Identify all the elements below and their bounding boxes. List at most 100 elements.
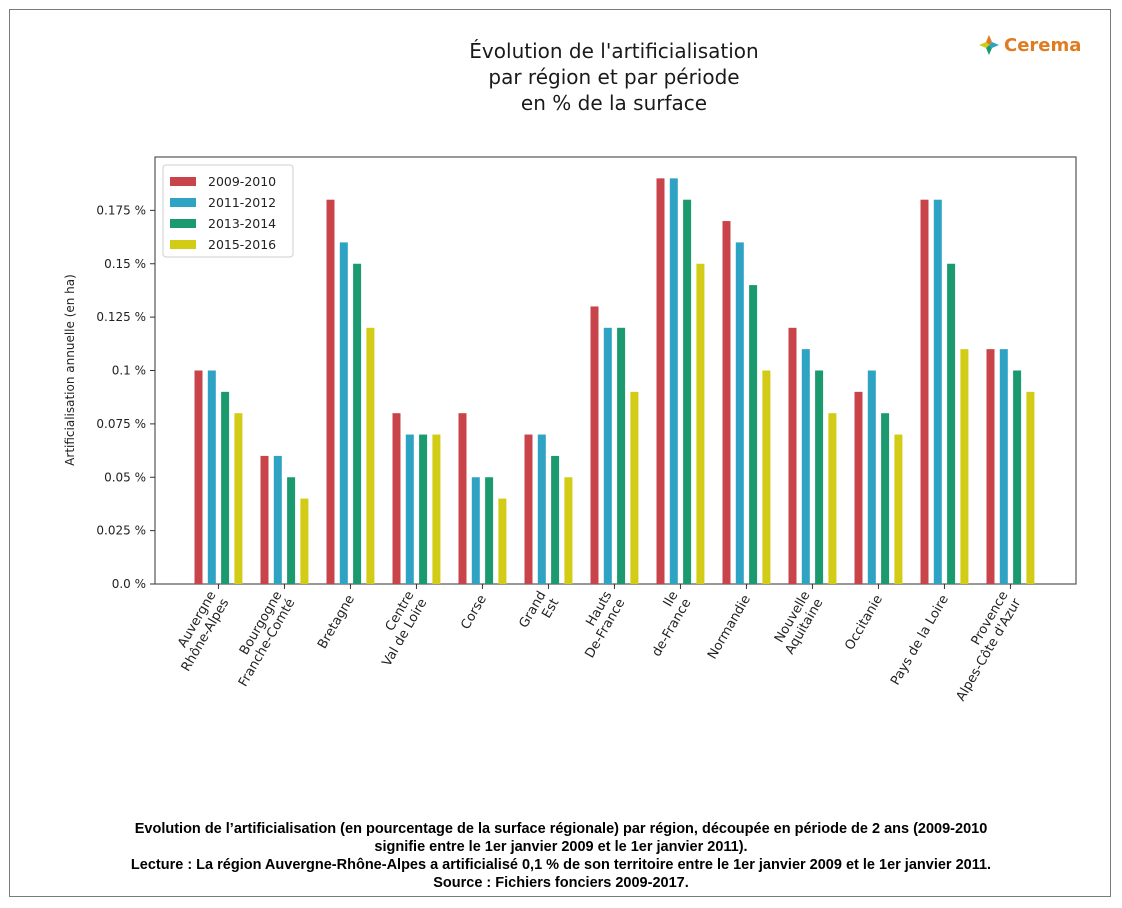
bar-2015-2016-5 bbox=[564, 477, 573, 584]
bar-2009-2010-6 bbox=[590, 306, 599, 584]
legend-swatch-2011-2012 bbox=[170, 198, 196, 207]
bar-2009-2010-3 bbox=[392, 413, 401, 584]
bar-2013-2014-9 bbox=[815, 370, 824, 584]
bar-2011-2012-2 bbox=[339, 242, 348, 584]
bar-2009-2010-7 bbox=[656, 178, 665, 584]
bar-2013-2014-6 bbox=[617, 327, 626, 584]
bar-2013-2014-3 bbox=[419, 434, 428, 584]
x-tick-label-5: GrandEst bbox=[516, 589, 562, 639]
x-tick-label-10: Occitanie bbox=[842, 593, 886, 653]
bar-2009-2010-4 bbox=[458, 413, 467, 584]
bar-2013-2014-12 bbox=[1013, 370, 1022, 584]
bar-2011-2012-12 bbox=[999, 349, 1008, 584]
chart-title: Évolution de l'artificialisation par rég… bbox=[380, 38, 848, 116]
bar-2013-2014-0 bbox=[221, 391, 230, 584]
figure-caption: Evolution de l’artificialisation (en pou… bbox=[30, 820, 1092, 892]
x-tick-label-line: Pays de la Loire bbox=[888, 592, 952, 687]
bar-2011-2012-3 bbox=[405, 434, 414, 584]
x-tick-label-1: BourgogneFranche-Comté bbox=[223, 589, 298, 690]
bar-2015-2016-11 bbox=[960, 349, 969, 584]
bar-2013-2014-2 bbox=[353, 263, 362, 584]
bar-2015-2016-6 bbox=[630, 391, 639, 584]
bar-2013-2014-4 bbox=[485, 477, 494, 584]
bar-2009-2010-5 bbox=[524, 434, 533, 584]
bar-2011-2012-0 bbox=[207, 370, 216, 584]
bar-2015-2016-0 bbox=[234, 413, 243, 584]
y-tick-label-4: 0.1 % bbox=[112, 364, 146, 378]
bar-2015-2016-7 bbox=[696, 263, 705, 584]
cerema-logo-icon bbox=[979, 35, 999, 55]
bar-2015-2016-10 bbox=[894, 434, 903, 584]
x-tick-label-3: CentreVal de Loire bbox=[367, 589, 431, 669]
bar-2011-2012-10 bbox=[867, 370, 876, 584]
legend-label-2013-2014: 2013-2014 bbox=[208, 216, 276, 231]
chart-title-line-1: Évolution de l'artificialisation bbox=[469, 39, 759, 63]
y-tick-label-2: 0.05 % bbox=[104, 470, 146, 484]
bar-2009-2010-11 bbox=[920, 199, 929, 584]
x-tick-label-4: Corse bbox=[458, 593, 490, 633]
legend-box bbox=[162, 164, 294, 258]
bar-2015-2016-2 bbox=[366, 327, 375, 584]
bar-2013-2014-10 bbox=[881, 413, 890, 584]
bar-2011-2012-4 bbox=[471, 477, 480, 584]
x-tick-label-line: Corse bbox=[458, 593, 490, 633]
bar-2009-2010-0 bbox=[194, 370, 203, 584]
legend-swatch-2015-2016 bbox=[170, 240, 196, 249]
x-tick-label-6: HautsDe-France bbox=[569, 589, 628, 661]
x-tick-label-line: Ile bbox=[661, 589, 682, 610]
caption-line-3: Lecture : La région Auvergne-Rhône-Alpes… bbox=[130, 857, 992, 873]
bar-2011-2012-9 bbox=[801, 349, 810, 584]
x-tick-label-12: ProvenceAlpes-Côte d'Azur bbox=[941, 588, 1025, 704]
bar-2011-2012-6 bbox=[603, 327, 612, 584]
y-tick-label-1: 0.025 % bbox=[96, 524, 146, 538]
bar-2011-2012-1 bbox=[273, 455, 282, 584]
y-tick-label-7: 0.175 % bbox=[96, 203, 146, 217]
bar-2011-2012-7 bbox=[669, 178, 678, 584]
caption-line-4: Source : Fichiers fonciers 2009-2017. bbox=[433, 875, 689, 891]
bar-2011-2012-11 bbox=[933, 199, 942, 584]
bar-2015-2016-4 bbox=[498, 498, 507, 584]
legend-swatch-2009-2010 bbox=[170, 177, 196, 186]
x-tick-label-2: Bretagne bbox=[315, 593, 358, 652]
x-tick-label-line: Bretagne bbox=[315, 593, 358, 652]
bar-2011-2012-8 bbox=[735, 242, 744, 584]
x-tick-label-11: Pays de la Loire bbox=[888, 592, 952, 687]
legend-swatch-2013-2014 bbox=[170, 219, 196, 228]
bar-2015-2016-3 bbox=[432, 434, 441, 584]
bar-2009-2010-1 bbox=[260, 455, 269, 584]
caption-line-1: Evolution de l’artificialisation (en pou… bbox=[134, 821, 988, 837]
bar-2009-2010-9 bbox=[788, 327, 797, 584]
figure-frame bbox=[9, 9, 1111, 897]
cerema-logo: Cerema bbox=[978, 34, 1081, 56]
x-tick-label-0: AuvergneRhône-Alpes bbox=[166, 589, 233, 675]
y-tick-label-3: 0.075 % bbox=[96, 417, 146, 431]
bar-2009-2010-12 bbox=[986, 349, 995, 584]
bar-2013-2014-5 bbox=[551, 455, 560, 584]
x-tick-label-9: NouvelleAquitaine bbox=[770, 589, 827, 657]
bar-2009-2010-2 bbox=[326, 199, 335, 584]
x-tick-label-7: Ilede-France bbox=[636, 589, 694, 660]
chart-title-line-2: par région et par période bbox=[488, 65, 740, 89]
bar-2013-2014-1 bbox=[287, 477, 296, 584]
x-tick-label-line: Occitanie bbox=[842, 593, 886, 653]
x-tick-label-8: Normandie bbox=[705, 593, 754, 662]
bar-2011-2012-5 bbox=[537, 434, 546, 584]
legend-label-2011-2012: 2011-2012 bbox=[208, 195, 276, 210]
bar-chart: Artificialisation annuelle (en ha) 0.0 %… bbox=[63, 156, 1077, 704]
y-tick-label-0: 0.0 % bbox=[112, 577, 146, 591]
bar-2015-2016-9 bbox=[828, 413, 837, 584]
bar-2015-2016-1 bbox=[300, 498, 309, 584]
cerema-logo-text: Cerema bbox=[1004, 34, 1082, 56]
chart-title-line-3: en % de la surface bbox=[520, 91, 708, 115]
bar-2015-2016-12 bbox=[1026, 391, 1035, 584]
legend-label-2015-2016: 2015-2016 bbox=[208, 237, 276, 252]
legend-label-2009-2010: 2009-2010 bbox=[208, 174, 276, 189]
x-tick-label-line: Normandie bbox=[705, 593, 754, 662]
bar-2009-2010-10 bbox=[854, 391, 863, 584]
bar-2013-2014-8 bbox=[749, 285, 758, 584]
caption-line-2: signifie entre le 1er janvier 2009 et le… bbox=[374, 839, 748, 855]
bar-2015-2016-8 bbox=[762, 370, 771, 584]
y-axis-label: Artificialisation annuelle (en ha) bbox=[63, 274, 77, 466]
y-tick-label-5: 0.125 % bbox=[96, 310, 146, 324]
bar-2013-2014-11 bbox=[947, 263, 956, 584]
